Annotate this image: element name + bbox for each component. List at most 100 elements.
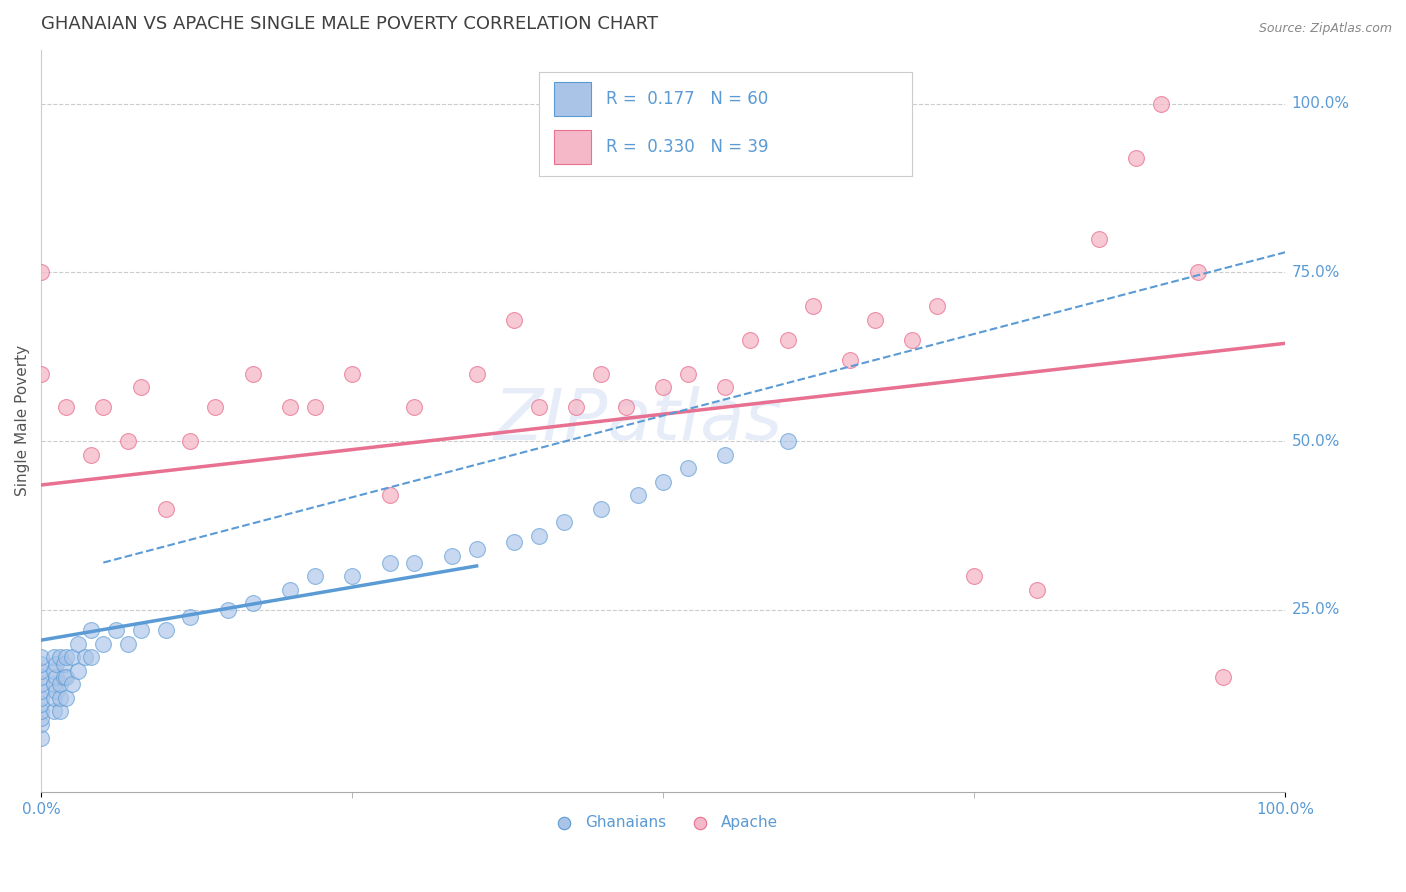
Point: [304, 569, 326, 583]
Point: [129, 380, 152, 394]
Point: [1212, 670, 1234, 684]
Point: [553, 515, 575, 529]
Point: [404, 556, 426, 570]
Point: [42, 664, 65, 678]
Point: [42, 650, 65, 665]
Point: [30, 717, 52, 731]
Point: [49, 690, 72, 705]
Point: [589, 367, 612, 381]
Point: [1087, 232, 1109, 246]
Point: [901, 333, 924, 347]
Text: 100.0%: 100.0%: [1292, 96, 1350, 112]
Point: [714, 380, 737, 394]
Point: [1125, 151, 1147, 165]
Point: [52, 657, 75, 671]
Point: [42, 690, 65, 705]
Point: [45, 670, 67, 684]
Text: 75.0%: 75.0%: [1292, 265, 1340, 280]
Point: [527, 401, 550, 415]
Point: [30, 265, 52, 279]
Point: [776, 434, 799, 449]
Point: [49, 704, 72, 718]
Point: [49, 677, 72, 691]
Point: [440, 549, 463, 563]
Point: [30, 670, 52, 684]
Point: [55, 690, 77, 705]
Point: [67, 636, 90, 650]
Point: [1187, 265, 1209, 279]
Point: [589, 501, 612, 516]
Text: Source: ZipAtlas.com: Source: ZipAtlas.com: [1258, 22, 1392, 36]
Text: GHANAIAN VS APACHE SINGLE MALE POVERTY CORRELATION CHART: GHANAIAN VS APACHE SINGLE MALE POVERTY C…: [41, 15, 658, 33]
Point: [30, 690, 52, 705]
Point: [30, 657, 52, 671]
Point: [67, 664, 90, 678]
Point: [676, 461, 699, 475]
Point: [30, 683, 52, 698]
Point: [60, 677, 83, 691]
Point: [60, 650, 83, 665]
Point: [55, 670, 77, 684]
Y-axis label: Single Male Poverty: Single Male Poverty: [15, 345, 30, 497]
Point: [340, 569, 363, 583]
Legend: Ghanaians, Apache: Ghanaians, Apache: [543, 809, 785, 837]
Text: 25.0%: 25.0%: [1292, 602, 1340, 617]
Point: [465, 542, 488, 557]
Point: [242, 367, 264, 381]
Point: [801, 299, 824, 313]
Point: [776, 333, 799, 347]
Point: [30, 698, 52, 712]
Point: [652, 475, 675, 489]
Point: [179, 609, 201, 624]
Point: [42, 704, 65, 718]
Point: [378, 488, 401, 502]
Point: [652, 380, 675, 394]
Point: [565, 401, 588, 415]
Point: [73, 650, 96, 665]
Point: [278, 582, 301, 597]
Point: [55, 650, 77, 665]
Text: ZIPatlas: ZIPatlas: [494, 386, 783, 456]
Text: 50.0%: 50.0%: [1292, 434, 1340, 449]
Point: [30, 731, 52, 745]
Point: [117, 636, 139, 650]
Point: [217, 603, 239, 617]
Point: [52, 670, 75, 684]
Point: [925, 299, 948, 313]
Point: [503, 535, 526, 549]
Point: [465, 367, 488, 381]
Point: [91, 401, 114, 415]
Point: [91, 636, 114, 650]
Point: [80, 650, 103, 665]
Point: [30, 677, 52, 691]
Point: [117, 434, 139, 449]
Point: [45, 657, 67, 671]
Point: [340, 367, 363, 381]
Point: [104, 623, 127, 637]
Point: [527, 528, 550, 542]
Point: [714, 448, 737, 462]
Point: [30, 650, 52, 665]
Point: [627, 488, 650, 502]
Point: [863, 312, 886, 326]
Point: [30, 664, 52, 678]
Point: [155, 623, 177, 637]
Point: [242, 596, 264, 610]
Point: [42, 677, 65, 691]
Point: [1025, 582, 1047, 597]
Point: [614, 401, 637, 415]
Point: [278, 401, 301, 415]
Point: [30, 367, 52, 381]
Point: [838, 353, 860, 368]
Point: [204, 401, 226, 415]
Point: [155, 501, 177, 516]
Point: [304, 401, 326, 415]
Point: [676, 367, 699, 381]
Point: [55, 401, 77, 415]
Point: [404, 401, 426, 415]
Point: [1150, 96, 1173, 111]
Point: [80, 448, 103, 462]
Point: [740, 333, 762, 347]
Point: [45, 683, 67, 698]
Point: [49, 650, 72, 665]
